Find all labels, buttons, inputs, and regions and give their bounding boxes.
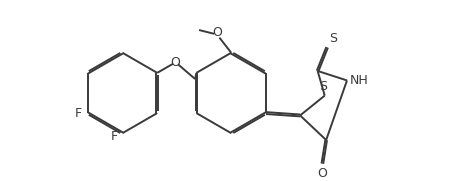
- Text: S: S: [329, 32, 337, 45]
- Text: F: F: [111, 130, 118, 143]
- Text: F: F: [75, 107, 82, 120]
- Text: O: O: [170, 56, 180, 69]
- Text: O: O: [318, 167, 328, 180]
- Text: NH: NH: [350, 74, 369, 87]
- Text: S: S: [319, 80, 327, 93]
- Text: O: O: [212, 26, 222, 39]
